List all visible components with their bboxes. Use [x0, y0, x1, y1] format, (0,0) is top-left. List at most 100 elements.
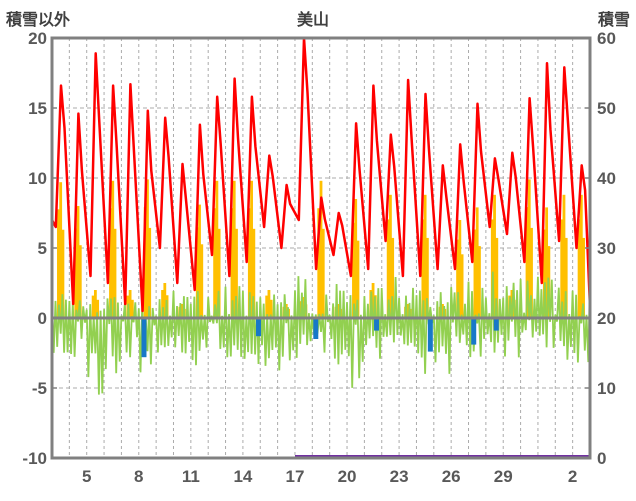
orange-bar-series: [406, 304, 410, 318]
red-line-series: [52, 38, 590, 313]
orange-bar-series: [456, 239, 459, 318]
orange-bar-series: [319, 180, 323, 318]
orange-bar-series: [78, 245, 82, 318]
blue-bar-series: [374, 318, 380, 331]
orange-bar-series: [386, 219, 390, 318]
orange-bar-series: [525, 207, 529, 318]
right-axis-tick-label: 30: [597, 239, 616, 258]
right-axis-tick-label: 10: [597, 379, 616, 398]
orange-bar-series: [180, 304, 184, 318]
left-axis-tick-label: 5: [38, 239, 47, 258]
orange-bar-series: [560, 219, 564, 318]
orange-bar-series: [562, 194, 566, 318]
orange-bar-series: [493, 194, 496, 318]
orange-bar-series: [425, 237, 429, 318]
left-axis-tick-label: 20: [28, 29, 47, 48]
orange-bar-series: [421, 219, 425, 318]
orange-bar-series: [252, 228, 256, 318]
orange-bar-series: [76, 206, 80, 318]
orange-bar-series: [59, 182, 63, 318]
orange-bar-series: [235, 228, 238, 318]
orange-bar-series: [495, 237, 499, 318]
orange-bar-series: [564, 237, 568, 318]
right-axis-tick-label: 50: [597, 99, 616, 118]
orange-bar-series: [232, 180, 236, 318]
blue-bar-series: [256, 318, 262, 337]
orange-bar-series: [423, 194, 427, 318]
orange-bar-series: [458, 220, 462, 318]
orange-bar-series: [111, 180, 115, 318]
orange-bar-series: [195, 227, 199, 318]
x-axis-tick-label: 23: [390, 467, 409, 486]
left-axis-title: 積雪以外: [6, 12, 71, 29]
orange-bar-series: [93, 290, 97, 318]
orange-bar-series: [352, 222, 355, 318]
orange-bar-series: [247, 208, 251, 318]
orange-bar-series: [473, 229, 477, 318]
orange-bar-series: [356, 240, 360, 318]
orange-bar-series: [542, 229, 546, 318]
orange-bar-series: [391, 237, 395, 318]
x-axis-tick-label: 5: [82, 467, 91, 486]
orange-bar-series: [336, 304, 340, 318]
x-axis-tick-label: 14: [233, 467, 252, 486]
x-axis-tick-label: 29: [494, 467, 513, 486]
right-axis-tick-label: 60: [597, 29, 616, 48]
orange-bar-series: [371, 283, 375, 318]
orange-bar-series: [113, 228, 117, 318]
orange-bar-series: [146, 179, 149, 318]
left-axis-tick-label: -5: [32, 379, 47, 398]
orange-bar-series: [475, 207, 479, 318]
orange-bar-series: [109, 208, 112, 318]
orange-bar-series: [490, 219, 494, 318]
blue-bar-series: [427, 318, 433, 352]
orange-bar-series: [130, 299, 134, 318]
x-axis-tick-label: 26: [442, 467, 461, 486]
orange-bar-series: [582, 237, 585, 318]
left-axis-tick-label: 10: [28, 169, 47, 188]
orange-bar-series: [213, 208, 217, 318]
blue-bar-series: [141, 318, 147, 358]
left-axis-tick-label: 0: [38, 309, 47, 328]
blue-bar-series: [493, 318, 499, 331]
x-axis-tick-label: 8: [134, 467, 143, 486]
right-axis-title: 積雪: [597, 12, 630, 29]
orange-bar-series: [317, 208, 321, 318]
x-axis-tick-label: 17: [286, 467, 305, 486]
orange-bar-series: [74, 228, 78, 318]
orange-bar-series: [250, 180, 253, 318]
orange-bar-series: [478, 246, 481, 318]
orange-bar-series: [267, 290, 271, 318]
right-axis-tick-label: 20: [597, 309, 616, 328]
right-axis-tick-label: 0: [597, 449, 606, 468]
left-axis-tick-label: 15: [28, 99, 47, 118]
orange-bar-series: [354, 199, 358, 318]
orange-bar-series: [198, 204, 201, 318]
orange-bar-series: [61, 229, 65, 318]
x-axis-tick-label: 20: [338, 467, 357, 486]
orange-bar-series: [128, 290, 132, 318]
orange-bar-series: [215, 180, 219, 318]
blue-bar-series: [313, 318, 319, 339]
orange-bar-series: [530, 227, 533, 318]
left-axis-tick-label: -10: [22, 449, 47, 468]
orange-bar-series: [96, 299, 100, 318]
orange-bar-series: [143, 207, 147, 318]
orange-bar-series: [389, 194, 392, 318]
blue-bar-series: [471, 318, 477, 345]
orange-bar-series: [217, 228, 221, 318]
orange-bar-series: [577, 219, 581, 318]
orange-bar-series: [441, 304, 444, 318]
orange-bar-series: [57, 209, 60, 318]
orange-bar-series: [148, 227, 152, 318]
orange-bar-series: [321, 228, 325, 318]
orange-bar-series: [91, 295, 95, 318]
orange-bar-series: [579, 194, 583, 318]
right-axis-tick-label: 40: [597, 169, 616, 188]
orange-bar-series: [265, 295, 269, 318]
orange-bar-series: [200, 244, 204, 318]
orange-bar-series: [269, 299, 273, 318]
x-axis-tick-label: 11: [182, 467, 200, 486]
